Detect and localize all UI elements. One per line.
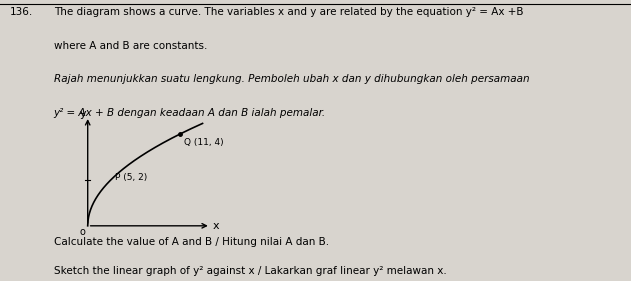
Text: Calculate the value of A and B / Hitung nilai A dan B.: Calculate the value of A and B / Hitung … [54, 237, 329, 248]
Text: Sketch the linear graph of y² against x / Lakarkan graf linear y² melawan x.: Sketch the linear graph of y² against x … [54, 266, 446, 276]
Text: Q (11, 4): Q (11, 4) [184, 138, 223, 147]
Text: where A and B are constants.: where A and B are constants. [54, 41, 207, 51]
Text: x: x [213, 221, 219, 231]
Text: o: o [80, 227, 86, 237]
Text: The diagram shows a curve. The variables x and y are related by the equation y² : The diagram shows a curve. The variables… [54, 7, 523, 17]
Text: y: y [80, 108, 86, 119]
Text: P (5, 2): P (5, 2) [115, 173, 147, 182]
Text: y² = Ax + B dengan keadaan A dan B ialah pemalar.: y² = Ax + B dengan keadaan A dan B ialah… [54, 108, 326, 118]
Text: Rajah menunjukkan suatu lengkung. Pemboleh ubah x dan y dihubungkan oleh persama: Rajah menunjukkan suatu lengkung. Pembol… [54, 74, 529, 85]
Text: 136.: 136. [9, 7, 33, 17]
